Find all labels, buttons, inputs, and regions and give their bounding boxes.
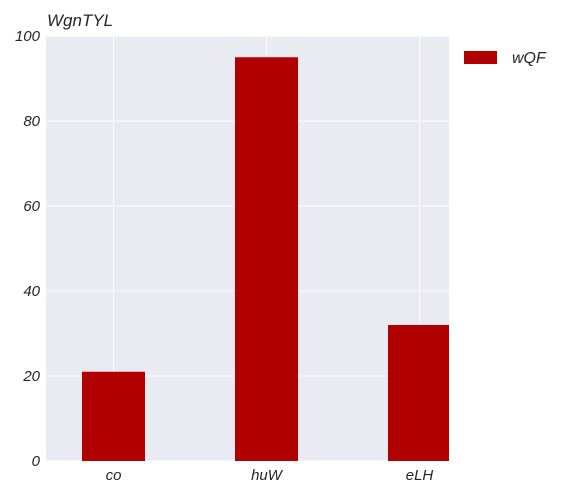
x-axis-ticks: co huW eLH <box>106 467 434 484</box>
y-tick-label: 0 <box>32 453 41 470</box>
y-tick-label: 20 <box>22 368 40 385</box>
x-tick-label: co <box>106 467 122 484</box>
bar-huW <box>235 57 298 461</box>
legend-label: wQF <box>512 50 547 67</box>
bar-series <box>82 57 449 461</box>
y-tick-label: 40 <box>23 283 40 300</box>
legend: wQF <box>464 50 547 67</box>
bar-co <box>82 371 145 461</box>
chart-title: WgnTYL <box>47 11 113 30</box>
y-tick-label: 80 <box>23 113 40 130</box>
x-tick-label: eLH <box>406 467 434 484</box>
y-axis-ticks: 0 20 40 60 80 100 <box>15 28 41 470</box>
bar-eLH <box>388 325 449 461</box>
y-tick-label: 100 <box>15 28 41 45</box>
x-tick-label: huW <box>251 467 284 484</box>
y-tick-label: 60 <box>23 198 40 215</box>
legend-swatch <box>464 51 497 64</box>
